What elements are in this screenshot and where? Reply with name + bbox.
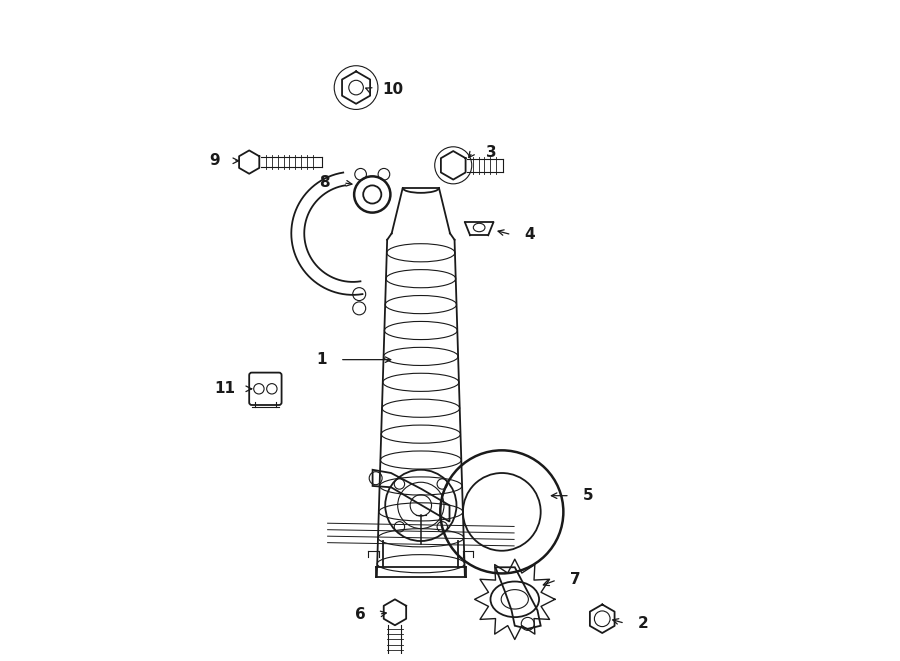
Text: 7: 7 xyxy=(570,572,580,588)
Text: 9: 9 xyxy=(210,153,220,169)
Text: 3: 3 xyxy=(486,145,496,160)
Text: 5: 5 xyxy=(583,488,593,503)
Text: 4: 4 xyxy=(525,227,535,242)
Text: 6: 6 xyxy=(355,607,365,622)
Text: 11: 11 xyxy=(214,381,235,397)
Text: 8: 8 xyxy=(320,175,330,190)
Text: 1: 1 xyxy=(317,352,327,367)
Text: 10: 10 xyxy=(382,82,403,97)
Text: 2: 2 xyxy=(638,616,649,631)
